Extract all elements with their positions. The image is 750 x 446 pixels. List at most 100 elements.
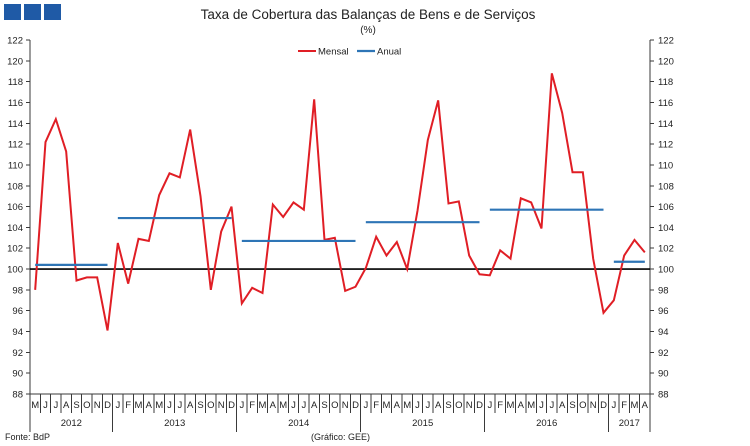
year-tick-label: 2016 bbox=[536, 418, 557, 429]
month-tick-label: M bbox=[507, 400, 515, 411]
month-tick-label: S bbox=[569, 400, 575, 411]
month-tick-label: D bbox=[476, 400, 483, 411]
month-tick-label: F bbox=[125, 400, 131, 411]
footer-credit: (Gráfico: GEE) bbox=[311, 432, 370, 442]
y-ticks: 88 88 90 90 92 92 94 94 96 96 98 98 100 100 102 102 104 1… bbox=[7, 36, 674, 401]
legend-label-anual: Anual bbox=[377, 47, 401, 58]
month-tick-label: N bbox=[466, 400, 473, 411]
month-tick-label: O bbox=[455, 400, 462, 411]
month-tick-label: O bbox=[331, 400, 338, 411]
y-tick-label-right: 88 bbox=[658, 390, 669, 401]
month-tick-label: N bbox=[590, 400, 597, 411]
y-tick-label-right: 106 bbox=[658, 202, 674, 213]
month-tick-label: M bbox=[135, 400, 143, 411]
y-tick-label-right: 104 bbox=[658, 223, 674, 234]
y-tick-label-left: 104 bbox=[7, 223, 23, 234]
month-tick-label: M bbox=[279, 400, 287, 411]
y-tick-label-left: 122 bbox=[7, 36, 23, 47]
y-tick-label-left: 108 bbox=[7, 181, 23, 192]
y-tick-label-right: 108 bbox=[658, 181, 674, 192]
y-tick-label-left: 88 bbox=[12, 390, 23, 401]
month-tick-label: M bbox=[155, 400, 163, 411]
legend-label-mensal: Mensal bbox=[318, 47, 349, 58]
month-tick-label: M bbox=[403, 400, 411, 411]
series-line-mensal bbox=[34, 73, 646, 331]
month-tick-label: J bbox=[487, 400, 492, 411]
month-tick-label: A bbox=[311, 400, 318, 411]
logo-square bbox=[44, 4, 61, 20]
y-tick-label-left: 110 bbox=[8, 160, 23, 171]
month-tick-label: M bbox=[383, 400, 391, 411]
logo bbox=[4, 4, 61, 20]
month-tick-label: J bbox=[53, 400, 58, 411]
y-tick-label-left: 96 bbox=[12, 306, 23, 317]
month-tick-label: J bbox=[425, 400, 430, 411]
month-tick-label: O bbox=[207, 400, 214, 411]
month-tick-label: J bbox=[115, 400, 120, 411]
year-tick-label: 2015 bbox=[412, 418, 433, 429]
month-tick-label: J bbox=[363, 400, 368, 411]
y-tick-label-right: 92 bbox=[658, 348, 669, 359]
month-tick-label: D bbox=[104, 400, 111, 411]
month-tick-label: J bbox=[611, 400, 616, 411]
month-tick-label: M bbox=[527, 400, 535, 411]
y-tick-label-right: 90 bbox=[658, 369, 669, 380]
year-tick-label: 2013 bbox=[164, 418, 185, 429]
month-tick-label: D bbox=[352, 400, 359, 411]
footer-source: Fonte: BdP bbox=[5, 432, 50, 442]
month-tick-label: M bbox=[631, 400, 639, 411]
month-tick-label: A bbox=[559, 400, 566, 411]
y-tick-label-left: 92 bbox=[12, 348, 23, 359]
y-tick-label-left: 106 bbox=[7, 202, 23, 213]
y-tick-label-left: 120 bbox=[7, 56, 23, 67]
legend: Mensal Anual bbox=[298, 47, 401, 58]
y-tick-label-right: 100 bbox=[658, 265, 674, 276]
y-tick-label-right: 122 bbox=[658, 36, 674, 47]
month-tick-label: S bbox=[321, 400, 327, 411]
series-anual bbox=[35, 208, 645, 266]
month-tick-label: A bbox=[435, 400, 442, 411]
month-tick-label: M bbox=[259, 400, 267, 411]
month-tick-label: F bbox=[373, 400, 379, 411]
y-tick-label-left: 98 bbox=[12, 285, 23, 296]
month-tick-label: D bbox=[228, 400, 235, 411]
month-tick-label: A bbox=[394, 400, 401, 411]
month-tick-label: D bbox=[600, 400, 607, 411]
month-tick-label: J bbox=[415, 400, 420, 411]
month-tick-label: A bbox=[270, 400, 277, 411]
month-tick-label: J bbox=[239, 400, 244, 411]
chart-title: Taxa de Cobertura das Balanças de Bens e… bbox=[201, 7, 536, 22]
month-tick-label: J bbox=[177, 400, 182, 411]
y-tick-label-left: 100 bbox=[7, 265, 23, 276]
logo-square bbox=[24, 4, 41, 20]
month-tick-label: J bbox=[167, 400, 172, 411]
month-tick-label: A bbox=[642, 400, 649, 411]
month-tick-label: O bbox=[579, 400, 586, 411]
chart-subtitle: (%) bbox=[360, 25, 376, 36]
y-tick-label-left: 102 bbox=[7, 244, 23, 255]
month-tick-label: S bbox=[73, 400, 79, 411]
month-tick-label: F bbox=[497, 400, 503, 411]
y-tick-label-right: 94 bbox=[658, 327, 669, 338]
month-tick-label: N bbox=[342, 400, 349, 411]
y-tick-label-right: 96 bbox=[658, 306, 669, 317]
y-tick-label-right: 112 bbox=[658, 140, 673, 151]
month-tick-label: A bbox=[63, 400, 70, 411]
month-tick-label: J bbox=[301, 400, 306, 411]
y-tick-label-right: 118 bbox=[658, 77, 673, 88]
month-tick-label: O bbox=[83, 400, 90, 411]
month-tick-label: S bbox=[445, 400, 451, 411]
y-tick-label-left: 114 bbox=[8, 119, 23, 130]
y-tick-label-right: 102 bbox=[658, 244, 674, 255]
month-tick-label: A bbox=[518, 400, 525, 411]
y-tick-label-left: 90 bbox=[12, 369, 23, 380]
month-tick-label: F bbox=[621, 400, 627, 411]
month-tick-label: J bbox=[291, 400, 296, 411]
month-tick-label: J bbox=[539, 400, 544, 411]
y-tick-label-right: 114 bbox=[658, 119, 673, 130]
year-tick-label: 2012 bbox=[61, 418, 82, 429]
y-tick-label-right: 116 bbox=[658, 98, 673, 109]
month-tick-label: A bbox=[187, 400, 194, 411]
